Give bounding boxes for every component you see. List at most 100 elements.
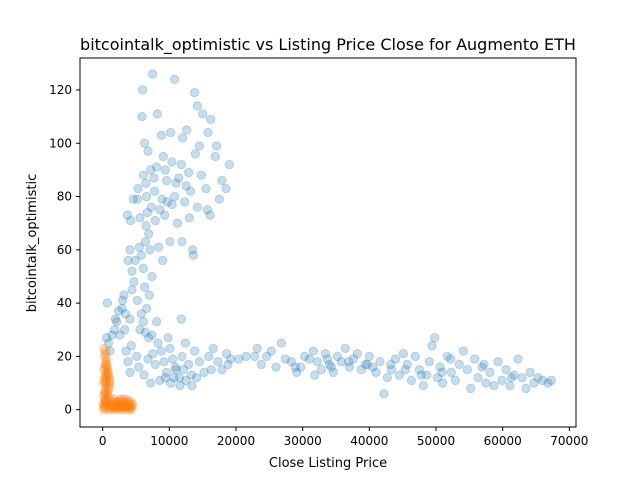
scatter-point [139, 138, 150, 148]
scatter-point [127, 399, 138, 410]
scatter-point [101, 346, 111, 356]
scatter-point [99, 399, 110, 410]
scatter-point [102, 404, 113, 415]
scatter-point [160, 165, 171, 175]
scatter-point [462, 365, 473, 375]
scatter-point [152, 109, 163, 119]
scatter-point [400, 365, 411, 375]
scatter-point [99, 343, 109, 354]
scatter-point [184, 213, 195, 223]
scatter-point [99, 402, 109, 412]
scatter-point [117, 303, 127, 314]
scatter-point [103, 386, 113, 396]
scatter-point [286, 357, 297, 367]
scatter-point [153, 242, 164, 252]
scatter-point [173, 173, 184, 183]
scatter-point [214, 194, 225, 204]
scatter-point [165, 127, 176, 138]
scatter-point [142, 207, 153, 218]
scatter-point [119, 399, 130, 410]
scatter-point [176, 314, 187, 324]
scatter-point [517, 373, 527, 383]
scatter-point [187, 381, 197, 391]
scatter-point [213, 357, 223, 367]
scatter-point [537, 375, 548, 386]
scatter-point [435, 362, 445, 372]
scatter-point [102, 359, 112, 370]
scatter-point [521, 383, 531, 394]
scatter-point [106, 399, 117, 410]
scatter-point [497, 375, 507, 386]
scatter-point [290, 362, 301, 372]
scatter-point [147, 271, 157, 282]
scatter-point [410, 351, 421, 362]
scatter-point [123, 402, 133, 412]
scatter-point [299, 351, 310, 362]
scatter-point [186, 370, 197, 380]
scatter-point [171, 365, 181, 375]
scatter-point [501, 365, 511, 375]
scatter-point [115, 330, 125, 340]
scatter-point [197, 109, 208, 119]
scatter-point [175, 381, 185, 391]
chart-title: bitcointalk_optimistic vs Listing Price … [80, 35, 576, 55]
scatter-point [177, 133, 188, 143]
scatter-point [120, 402, 131, 412]
scatter-point [156, 130, 167, 140]
scatter-point [450, 375, 461, 386]
scatter-point [316, 365, 327, 375]
scatter-point [107, 330, 117, 340]
scatter-point [224, 159, 235, 170]
scatter-point [146, 202, 157, 212]
scatter-point [136, 309, 147, 319]
scatter-point [371, 367, 381, 378]
scatter-point [125, 399, 135, 410]
scatter-point [102, 389, 113, 399]
scatter-point [155, 205, 165, 215]
scatter-point [104, 391, 114, 402]
scatter-point [241, 351, 251, 362]
scatter-point [192, 101, 203, 111]
scatter-point [129, 277, 139, 287]
scatter-point [192, 202, 203, 212]
scatter-point [190, 149, 201, 159]
scatter-point [429, 333, 440, 343]
scatter-point [100, 359, 110, 370]
scatter-point [162, 197, 173, 207]
scatter-point [266, 346, 277, 356]
scatter-point [437, 378, 448, 388]
scatter-point [102, 396, 113, 407]
scatter-point [107, 396, 118, 407]
scatter-point [103, 402, 114, 412]
scatter-point [100, 383, 111, 394]
scatter-point [416, 370, 427, 380]
scatter-point [101, 375, 112, 386]
scatter-point [324, 359, 335, 370]
y-tick-label: 0 [64, 403, 72, 417]
scatter-point [99, 375, 109, 386]
scatter-point [141, 178, 151, 188]
scatter-point [100, 370, 111, 380]
scatter-point [103, 365, 113, 375]
scatter-point [99, 389, 110, 399]
scatter-point [105, 378, 115, 388]
scatter-point [543, 378, 553, 388]
scatter-point [126, 396, 137, 407]
scatter-point [165, 343, 175, 354]
scatter-point [159, 357, 169, 367]
scatter-point [157, 255, 168, 266]
scatter-point [202, 205, 213, 215]
scatter-point [100, 386, 110, 396]
scatter-point [485, 367, 495, 378]
scatter-point [421, 370, 432, 380]
scatter-point [111, 317, 122, 327]
scatter-point [189, 87, 200, 98]
scatter-point [135, 325, 145, 335]
scatter-point [280, 354, 291, 364]
scatter-point [183, 167, 194, 178]
scatter-point [352, 349, 363, 359]
scatter-point [120, 404, 131, 415]
scatter-point [120, 309, 131, 319]
scatter-point [112, 396, 123, 407]
scatter-point [249, 351, 260, 362]
